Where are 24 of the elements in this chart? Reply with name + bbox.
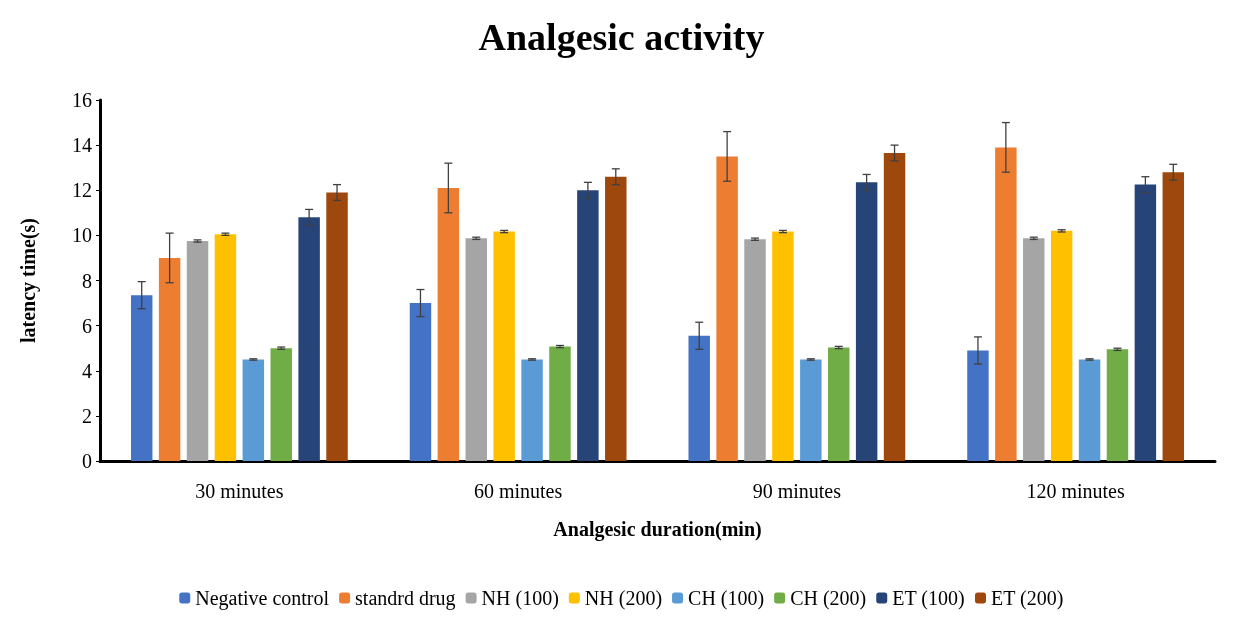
legend-label: NH (200): [584, 587, 663, 610]
x-tick-label: 60 minutes: [473, 480, 563, 502]
y-tick-label: 0: [82, 450, 92, 472]
x-tick-label: 120 minutes: [1026, 480, 1125, 502]
legend-label: ET (200): [991, 587, 1064, 610]
y-axis-title: latency time(s): [17, 218, 40, 343]
y-tick-label: 12: [72, 179, 92, 202]
legend-label: NH (100): [481, 587, 559, 610]
y-tick-label: 10: [72, 224, 92, 247]
x-axis-title: Analgesic duration(min): [553, 518, 762, 541]
chart-title: Analgesic activity: [478, 16, 765, 58]
y-tick-label: 14: [72, 134, 92, 157]
legend-label: Negative control: [195, 587, 330, 610]
y-tick-label: 4: [82, 359, 92, 382]
y-tick-label: 16: [72, 89, 92, 111]
legend-label: ET (100): [892, 587, 965, 610]
y-tick-label: 6: [82, 314, 92, 337]
legend-label: CH (200): [790, 587, 867, 610]
x-tick-label: 30 minutes: [195, 480, 284, 502]
y-tick-label: 8: [82, 269, 92, 292]
legend-label: standrd drug: [355, 587, 456, 610]
y-tick-label: 2: [82, 404, 92, 427]
x-tick-label: 90 minutes: [752, 480, 842, 502]
legend-label: CH (100): [688, 587, 765, 610]
